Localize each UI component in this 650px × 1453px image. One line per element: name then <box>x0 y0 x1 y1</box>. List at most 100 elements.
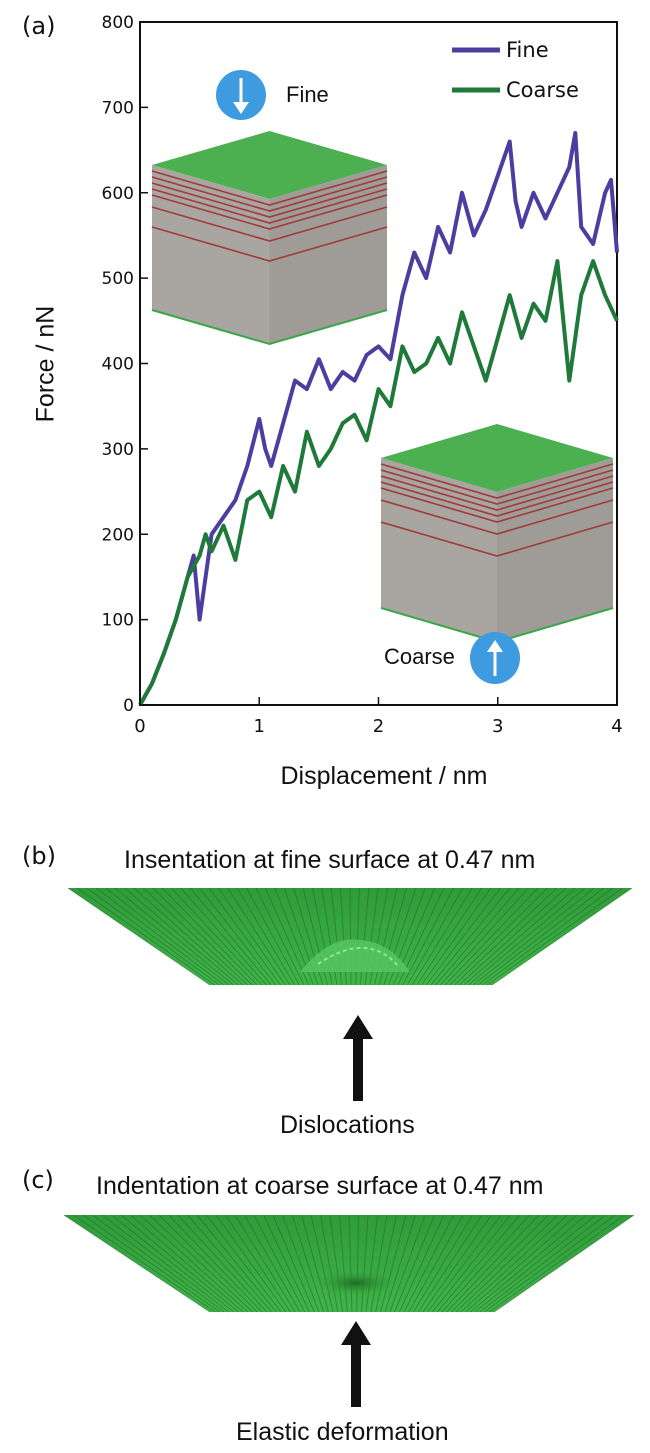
slab-texture-line <box>470 1214 587 1313</box>
legend-label-fine: Fine <box>506 38 549 62</box>
slab-texture-line <box>67 887 211 986</box>
slab-texture-line <box>320 1214 339 1313</box>
slab-texture-line <box>463 887 576 986</box>
slab-texture-line <box>208 887 281 986</box>
slab-texture-line <box>152 887 253 986</box>
slab-texture-line <box>227 887 291 986</box>
slab-texture-line <box>236 887 296 986</box>
slab-texture-line <box>421 887 492 986</box>
slab-texture-line <box>92 1214 225 1313</box>
slab-texture-line <box>389 1214 426 1313</box>
slab-texture-line <box>217 887 286 986</box>
panel-b-label: (b) <box>22 842 56 870</box>
layer-boundary <box>380 481 614 517</box>
y-axis-title: Force / nN <box>31 305 60 423</box>
slab-texture-line <box>356 1214 359 1313</box>
slab-texture-line <box>263 1214 310 1313</box>
slab-texture-line <box>491 887 633 986</box>
slab-texture-line <box>142 887 248 986</box>
fine-indicator-icon <box>216 70 266 120</box>
slab-texture-line <box>255 887 305 986</box>
slab-texture-line <box>82 1214 220 1313</box>
elastic-deformation-label: Elastic deformation <box>236 1418 449 1446</box>
slab-texture-line <box>379 1214 407 1313</box>
slab-texture-line <box>465 1214 578 1313</box>
slab-texture-line <box>422 1214 492 1313</box>
slab-texture-line <box>133 887 244 986</box>
slab-texture-line <box>189 887 272 986</box>
fine-surface-inset <box>151 131 388 346</box>
slab-texture-line <box>215 1214 287 1313</box>
slab-texture-line <box>282 1214 320 1313</box>
legend-label-coarse: Coarse <box>506 78 579 102</box>
y-tick-label: 500 <box>102 269 134 289</box>
slab-texture-line <box>180 887 267 986</box>
coarse-surface-inset <box>380 424 614 644</box>
y-tick-label: 800 <box>102 13 134 33</box>
slab-texture-line <box>161 887 258 986</box>
slab-texture-line <box>416 887 483 986</box>
panel-a-label: (a) <box>22 12 56 40</box>
slab-texture-line <box>149 1214 253 1313</box>
slab-texture-line <box>63 1214 211 1313</box>
slab-texture-line <box>444 887 539 986</box>
legend: Fine Coarse <box>452 38 579 102</box>
y-tick-label: 400 <box>102 355 134 375</box>
slab-texture-line <box>291 1214 325 1313</box>
panel-c-caption: Indentation at coarse surface at 0.47 nm <box>96 1172 544 1200</box>
slab-texture-line <box>234 1214 296 1313</box>
slab-texture-line <box>105 887 230 986</box>
slab-texture-line <box>487 887 623 986</box>
slab-texture-line <box>413 1214 473 1313</box>
slab-texture-line <box>402 887 454 986</box>
slab-texture-line <box>199 887 277 986</box>
slab-texture-line <box>253 1214 306 1313</box>
dislocation-cluster <box>300 939 410 972</box>
slab-texture-line <box>120 1214 239 1313</box>
slab-texture-line <box>427 1214 502 1313</box>
slab-texture-line <box>73 1214 216 1313</box>
block-right-face <box>269 165 387 344</box>
block-left-face <box>381 458 497 642</box>
slab-texture-line <box>477 887 605 986</box>
layer-boundary <box>380 499 614 535</box>
slab-texture-line <box>425 887 501 986</box>
block-bottom-edge <box>151 309 388 346</box>
slab-texture-line <box>441 1214 530 1313</box>
elastic-dent <box>316 1271 396 1295</box>
slab-texture-line <box>370 1214 388 1313</box>
slab-texture-line <box>86 887 220 986</box>
elastic-deformation-arrow-icon <box>341 1321 371 1407</box>
layer-boundary <box>151 170 388 206</box>
slab-texture-line <box>206 1214 282 1313</box>
slab-texture-line <box>488 1214 625 1313</box>
slab-texture-line <box>436 1214 521 1313</box>
layer-boundary <box>151 226 388 262</box>
slab-texture-line <box>225 1214 291 1313</box>
layer-boundary <box>380 475 614 511</box>
slab-texture-line <box>264 887 310 986</box>
slab-texture-line <box>196 1214 277 1313</box>
series-layer <box>138 131 619 706</box>
down-arrow-icon <box>233 78 249 114</box>
slab-texture-line <box>111 1214 234 1313</box>
slab-texture-line <box>168 1214 263 1313</box>
slab-texture-line <box>329 1214 344 1313</box>
slab-texture-line <box>454 887 558 986</box>
slab-texture-line <box>177 1214 268 1313</box>
y-tick-label: 100 <box>102 611 134 631</box>
layer-boundary <box>151 188 388 224</box>
slab-texture-line <box>458 887 567 986</box>
dislocations-arrow-icon <box>343 1015 373 1101</box>
slab-texture-line <box>130 1214 244 1313</box>
slab-texture-line <box>375 1214 397 1313</box>
slab-texture-line <box>77 887 215 986</box>
slab-texture-line <box>301 1214 329 1313</box>
dislocation-cluster-detail <box>317 946 399 967</box>
fine-inset-label: Fine <box>286 82 329 107</box>
slab-texture-line <box>246 887 300 986</box>
slab-texture-line <box>403 1214 454 1313</box>
layer-boundary <box>380 521 614 557</box>
y-tick-label: 600 <box>102 184 134 204</box>
slab-texture-line <box>474 1214 597 1313</box>
